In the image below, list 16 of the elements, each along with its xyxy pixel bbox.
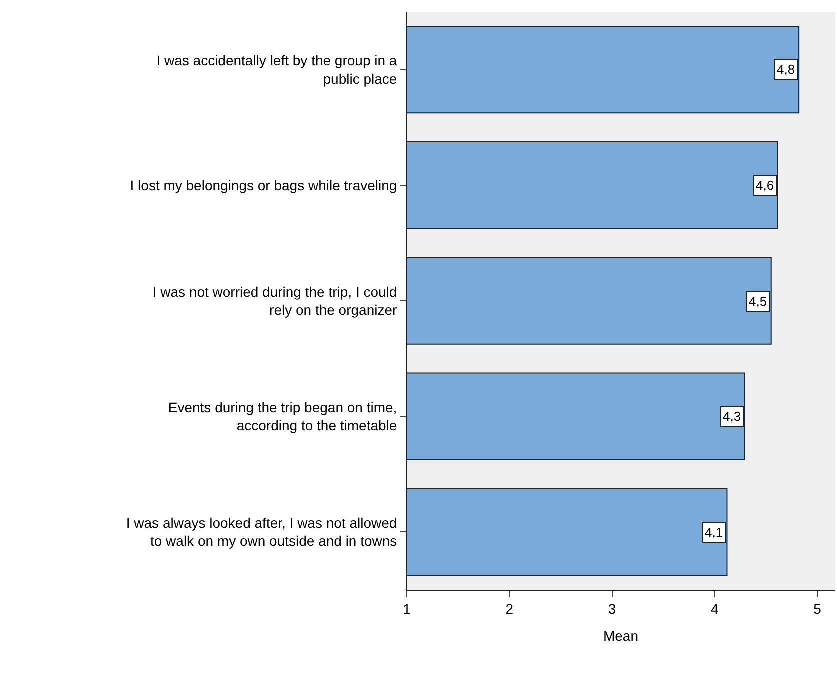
x-tick-label: 3 xyxy=(608,600,616,617)
x-axis-title: Mean xyxy=(603,628,639,644)
y-tick-label: I was accidentally left by the group in a public place xyxy=(156,52,398,87)
y-tick-label: I was not worried during the trip, I could rely on the organizer xyxy=(152,284,398,318)
x-tick-label: 2 xyxy=(506,600,514,617)
y-tick-label: I was always looked after, I was not allowed to walk on my own outside and in towns xyxy=(126,515,398,550)
y-tick-label: Events during the trip began on time, according to the timetable xyxy=(168,399,398,434)
data-label: 4,1 xyxy=(705,525,724,540)
x-tick-label: 5 xyxy=(814,600,822,617)
y-tick-label: I lost my belongings or bags while traveling xyxy=(130,177,398,194)
data-label: 4,6 xyxy=(756,178,774,193)
x-tick-label: 1 xyxy=(403,600,412,617)
data-label: 4,8 xyxy=(777,62,796,77)
x-tick-label: 4 xyxy=(711,600,720,617)
data-label: 4,3 xyxy=(723,409,742,424)
data-label: 4,5 xyxy=(749,294,768,309)
